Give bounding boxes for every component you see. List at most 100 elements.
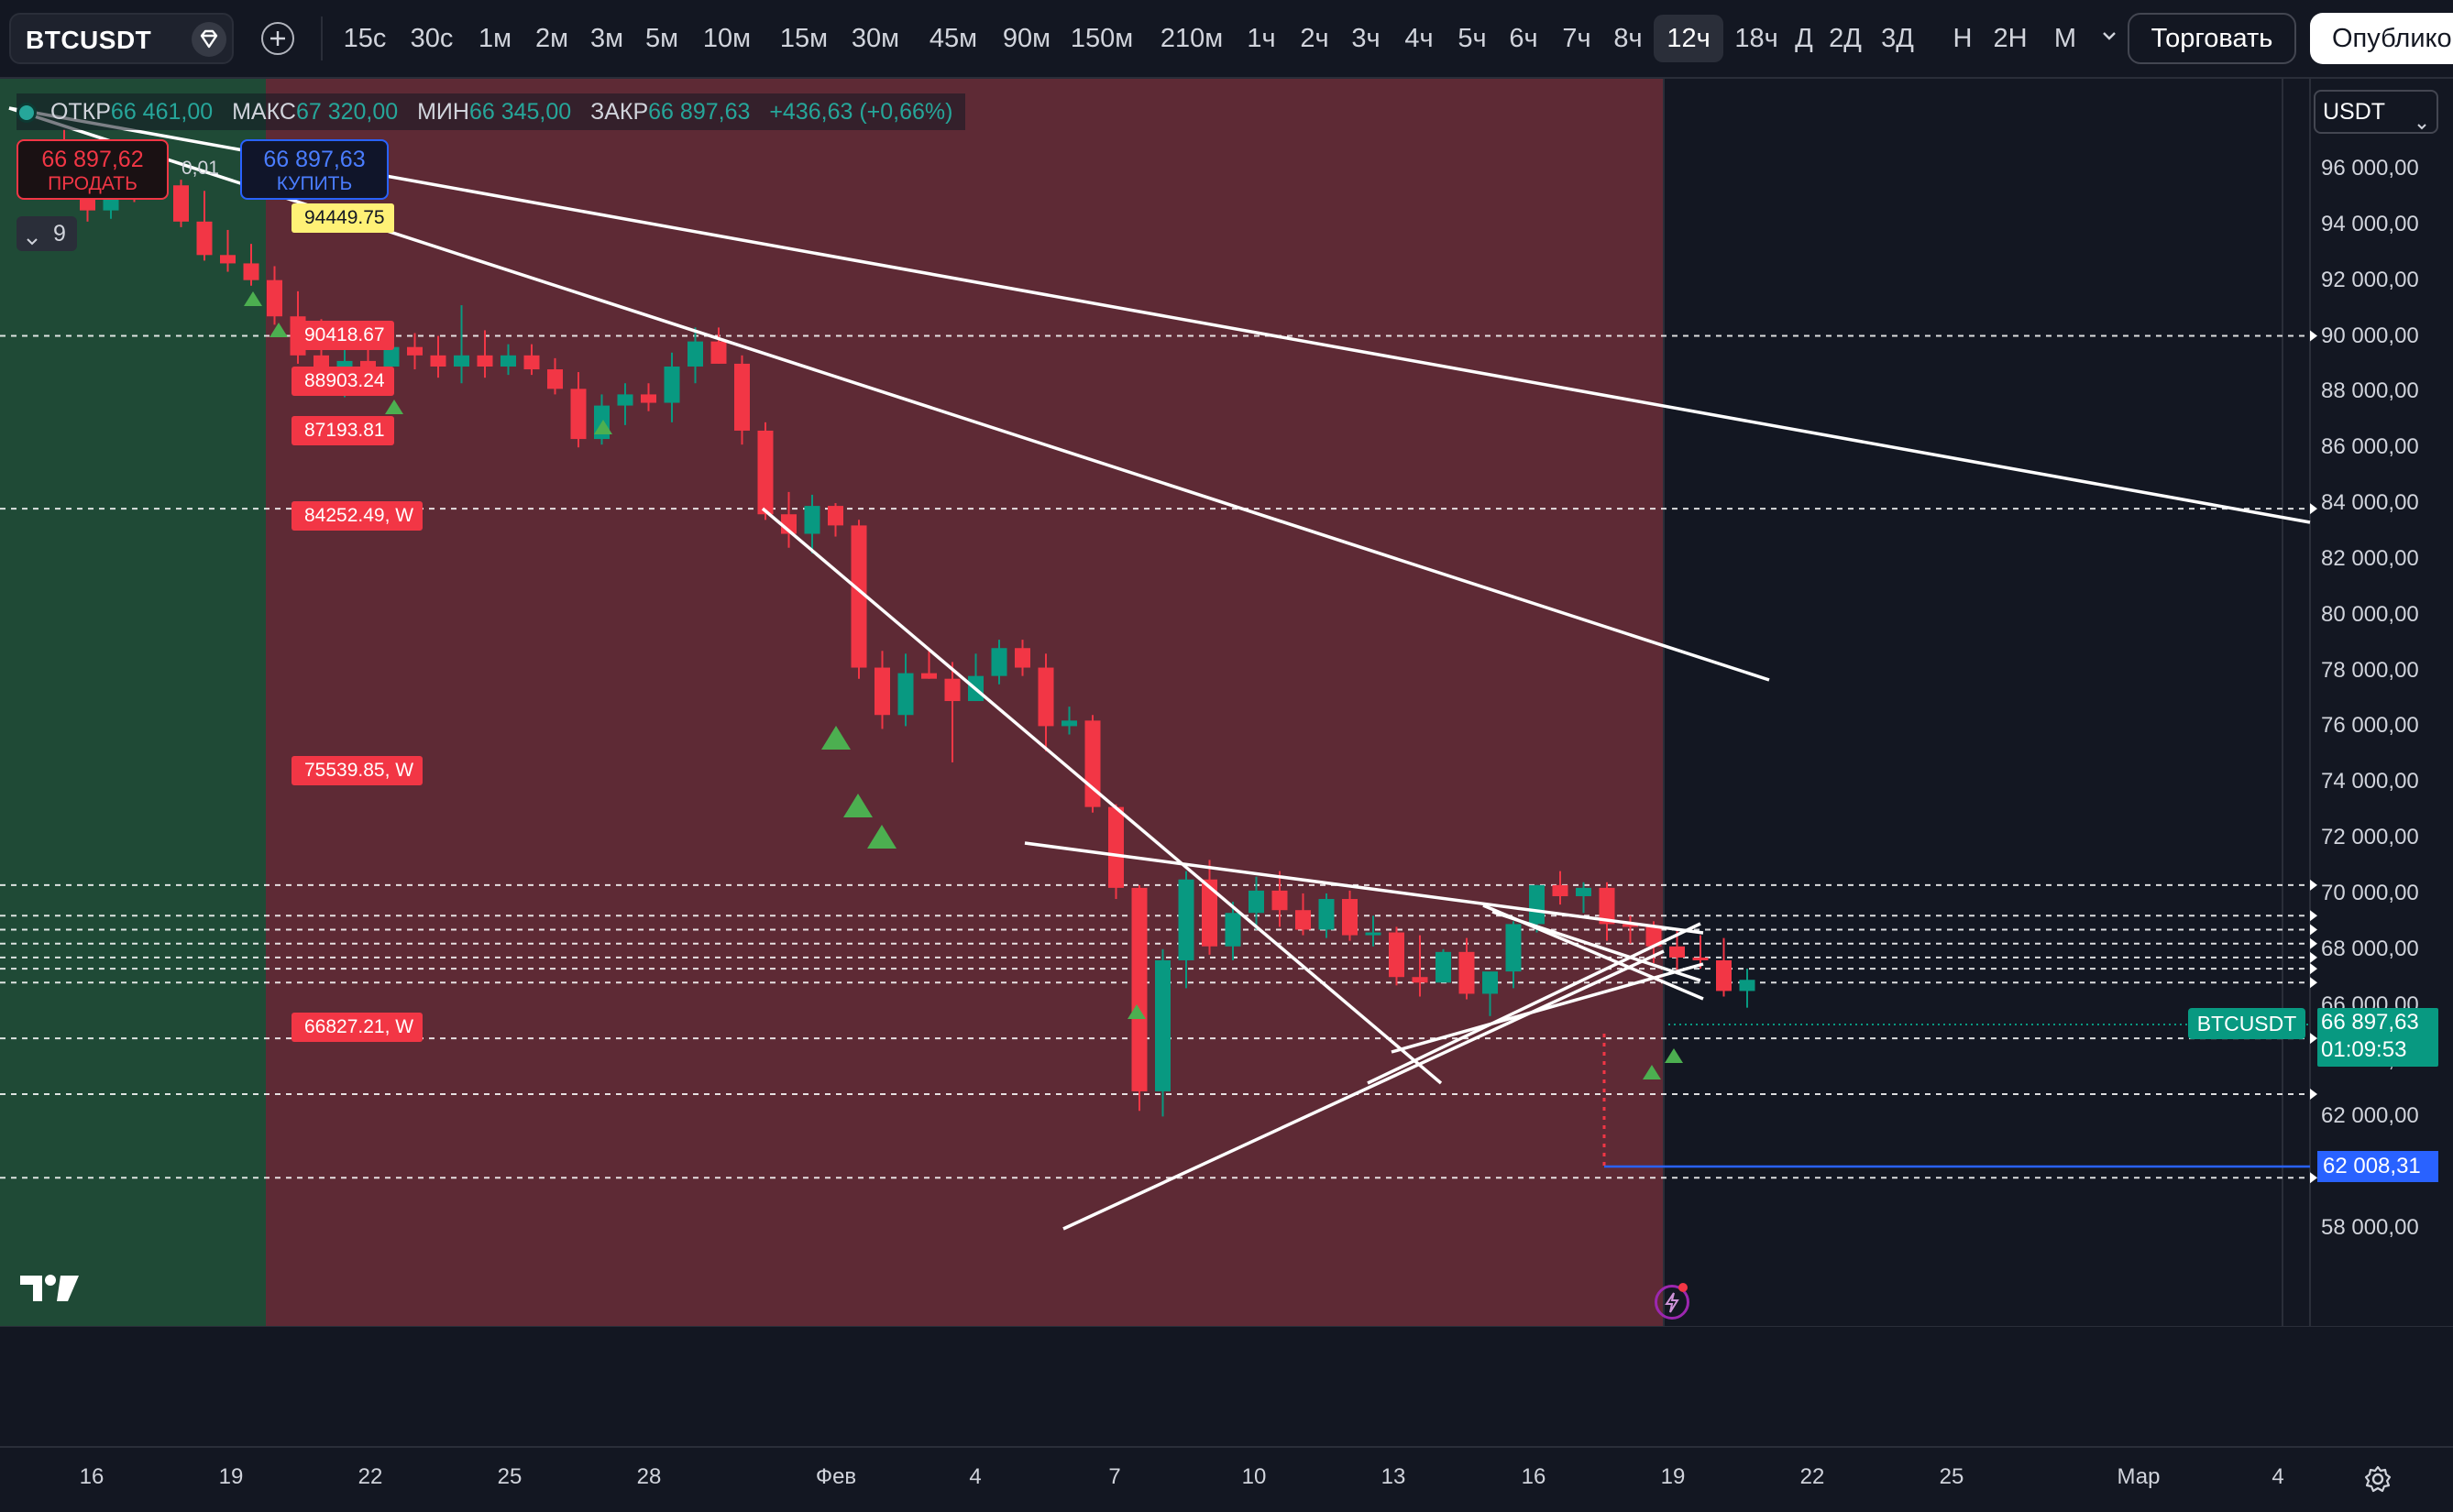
change-value: +436,63 (+0,66%) bbox=[769, 99, 953, 125]
candle-body bbox=[828, 506, 843, 526]
candle-body bbox=[874, 667, 890, 716]
interval-2Д[interactable]: 2Д bbox=[1829, 24, 1862, 53]
buy-arrow-icon bbox=[594, 420, 612, 434]
candle-body bbox=[1599, 887, 1615, 925]
interval-1ч[interactable]: 1ч bbox=[1247, 24, 1276, 53]
interval-М[interactable]: М bbox=[2053, 24, 2077, 53]
interval-7ч[interactable]: 7ч bbox=[1562, 24, 1591, 53]
low-value: 66 345,00 bbox=[468, 99, 572, 125]
trend-line[interactable] bbox=[1391, 962, 1704, 1054]
interval-30м[interactable]: 30м bbox=[851, 24, 900, 53]
status-dot-icon bbox=[16, 103, 37, 124]
price-tick: 76 000,00 bbox=[2321, 713, 2419, 739]
level-label[interactable]: 75539.85, W bbox=[292, 756, 424, 785]
interval-210м[interactable]: 210м bbox=[1160, 24, 1224, 53]
interval-4ч[interactable]: 4ч bbox=[1404, 24, 1434, 53]
interval-45м[interactable]: 45м bbox=[929, 24, 978, 53]
current-price: 66 897,63 bbox=[2321, 1010, 2419, 1035]
buy-arrow-icon bbox=[867, 825, 896, 849]
candle-body bbox=[944, 678, 961, 702]
candle-body bbox=[1692, 957, 1709, 960]
time-label: Мар bbox=[2117, 1464, 2161, 1489]
interval-2Н[interactable]: 2Н bbox=[1993, 24, 2028, 53]
symbol-search-button[interactable]: BTCUSDT bbox=[9, 13, 234, 64]
interval-15м[interactable]: 15м bbox=[779, 24, 829, 53]
currency-select[interactable]: USDT bbox=[2314, 90, 2438, 134]
trend-line[interactable] bbox=[761, 507, 1443, 1085]
candle-body bbox=[1202, 879, 1217, 947]
interval-2ч[interactable]: 2ч bbox=[1300, 24, 1329, 53]
interval-3м[interactable]: 3м bbox=[589, 24, 624, 53]
price-tick: 82 000,00 bbox=[2321, 545, 2419, 571]
level-label[interactable]: 88903.24 bbox=[292, 367, 394, 396]
currency-value: USDT bbox=[2323, 99, 2386, 125]
level-label[interactable]: 87193.81 bbox=[292, 416, 394, 445]
level-marker-icon bbox=[2310, 977, 2317, 989]
level-label[interactable]: 66827.21, W bbox=[292, 1013, 424, 1042]
chevron-down-icon[interactable] bbox=[2099, 26, 2119, 46]
interval-90м[interactable]: 90м bbox=[1002, 24, 1051, 53]
interval-Н[interactable]: Н bbox=[1952, 24, 1973, 53]
lightning-icon[interactable] bbox=[1655, 1285, 1689, 1320]
candle-body bbox=[500, 355, 516, 367]
candle-body bbox=[1062, 720, 1077, 727]
interval-15с[interactable]: 15с bbox=[343, 24, 387, 53]
diamond-icon[interactable] bbox=[192, 22, 226, 57]
trend-line[interactable] bbox=[8, 106, 2311, 524]
interval-Д[interactable]: Д bbox=[1795, 24, 1813, 53]
close-value: 66 897,63 bbox=[648, 99, 751, 125]
buy-arrow-icon bbox=[1643, 1065, 1661, 1079]
candle-body bbox=[220, 255, 236, 264]
trend-lines[interactable] bbox=[8, 106, 2311, 1231]
buy-signal-markers bbox=[244, 291, 1683, 1079]
chevron-down-icon bbox=[2416, 104, 2427, 130]
trend-line[interactable] bbox=[1491, 910, 1701, 982]
close-label: ЗАКР bbox=[590, 99, 649, 125]
interval-12ч[interactable]: 12ч bbox=[1654, 15, 1723, 62]
candle-body bbox=[523, 355, 540, 370]
interval-1м[interactable]: 1м bbox=[478, 24, 512, 53]
chevron-down-icon bbox=[26, 224, 38, 246]
interval-10м[interactable]: 10м bbox=[702, 24, 752, 53]
interval-8ч[interactable]: 8ч bbox=[1613, 24, 1643, 53]
publish-button[interactable]: Опублико bbox=[2310, 13, 2453, 64]
interval-150м[interactable]: 150м bbox=[1070, 24, 1134, 53]
price-tick: 84 000,00 bbox=[2321, 490, 2419, 516]
indicators-toggle[interactable]: 9 bbox=[16, 216, 77, 251]
trend-line[interactable] bbox=[1024, 841, 1704, 935]
trend-line[interactable] bbox=[1367, 922, 1701, 1085]
interval-5ч[interactable]: 5ч bbox=[1458, 24, 1487, 53]
indicators-count: 9 bbox=[53, 221, 66, 247]
sell-button[interactable]: 66 897,62 ПРОДАТЬ bbox=[16, 139, 169, 200]
tradingview-logo-icon[interactable] bbox=[20, 1274, 81, 1309]
candle-body bbox=[1645, 926, 1662, 947]
price-tick: 62 000,00 bbox=[2321, 1103, 2419, 1129]
interval-5м[interactable]: 5м bbox=[644, 24, 679, 53]
candle-body bbox=[1225, 913, 1241, 947]
gear-icon[interactable] bbox=[2363, 1464, 2392, 1494]
trend-line[interactable] bbox=[1062, 949, 1665, 1231]
buy-button[interactable]: 66 897,63 КУПИТЬ bbox=[240, 139, 389, 200]
add-symbol-icon[interactable] bbox=[261, 22, 294, 55]
interval-18ч[interactable]: 18ч bbox=[1734, 24, 1778, 53]
time-label: 28 bbox=[636, 1464, 662, 1489]
level-label[interactable]: 94449.75 bbox=[292, 203, 394, 233]
trade-button[interactable]: Торговать bbox=[2128, 13, 2296, 64]
price-tick: 72 000,00 bbox=[2321, 825, 2419, 850]
interval-3ч[interactable]: 3ч bbox=[1351, 24, 1380, 53]
time-label: 22 bbox=[1799, 1464, 1825, 1489]
level-label[interactable]: 84252.49, W bbox=[292, 501, 424, 531]
candle-body bbox=[1576, 887, 1591, 896]
interval-2м[interactable]: 2м bbox=[534, 24, 569, 53]
level-marker-icon bbox=[2310, 1033, 2317, 1045]
candle-body bbox=[1622, 924, 1638, 927]
candle-body bbox=[617, 394, 633, 406]
interval-3Д[interactable]: 3Д bbox=[1881, 24, 1914, 53]
interval-6ч[interactable]: 6ч bbox=[1509, 24, 1538, 53]
time-axis[interactable] bbox=[0, 1446, 2453, 1512]
interval-30с[interactable]: 30с bbox=[410, 24, 454, 53]
price-chart[interactable] bbox=[0, 79, 2453, 1327]
level-label[interactable]: 90418.67 bbox=[292, 321, 394, 350]
buy-label: КУПИТЬ bbox=[276, 173, 353, 194]
alert-price-tag[interactable]: 62 008,31 bbox=[2317, 1151, 2438, 1182]
